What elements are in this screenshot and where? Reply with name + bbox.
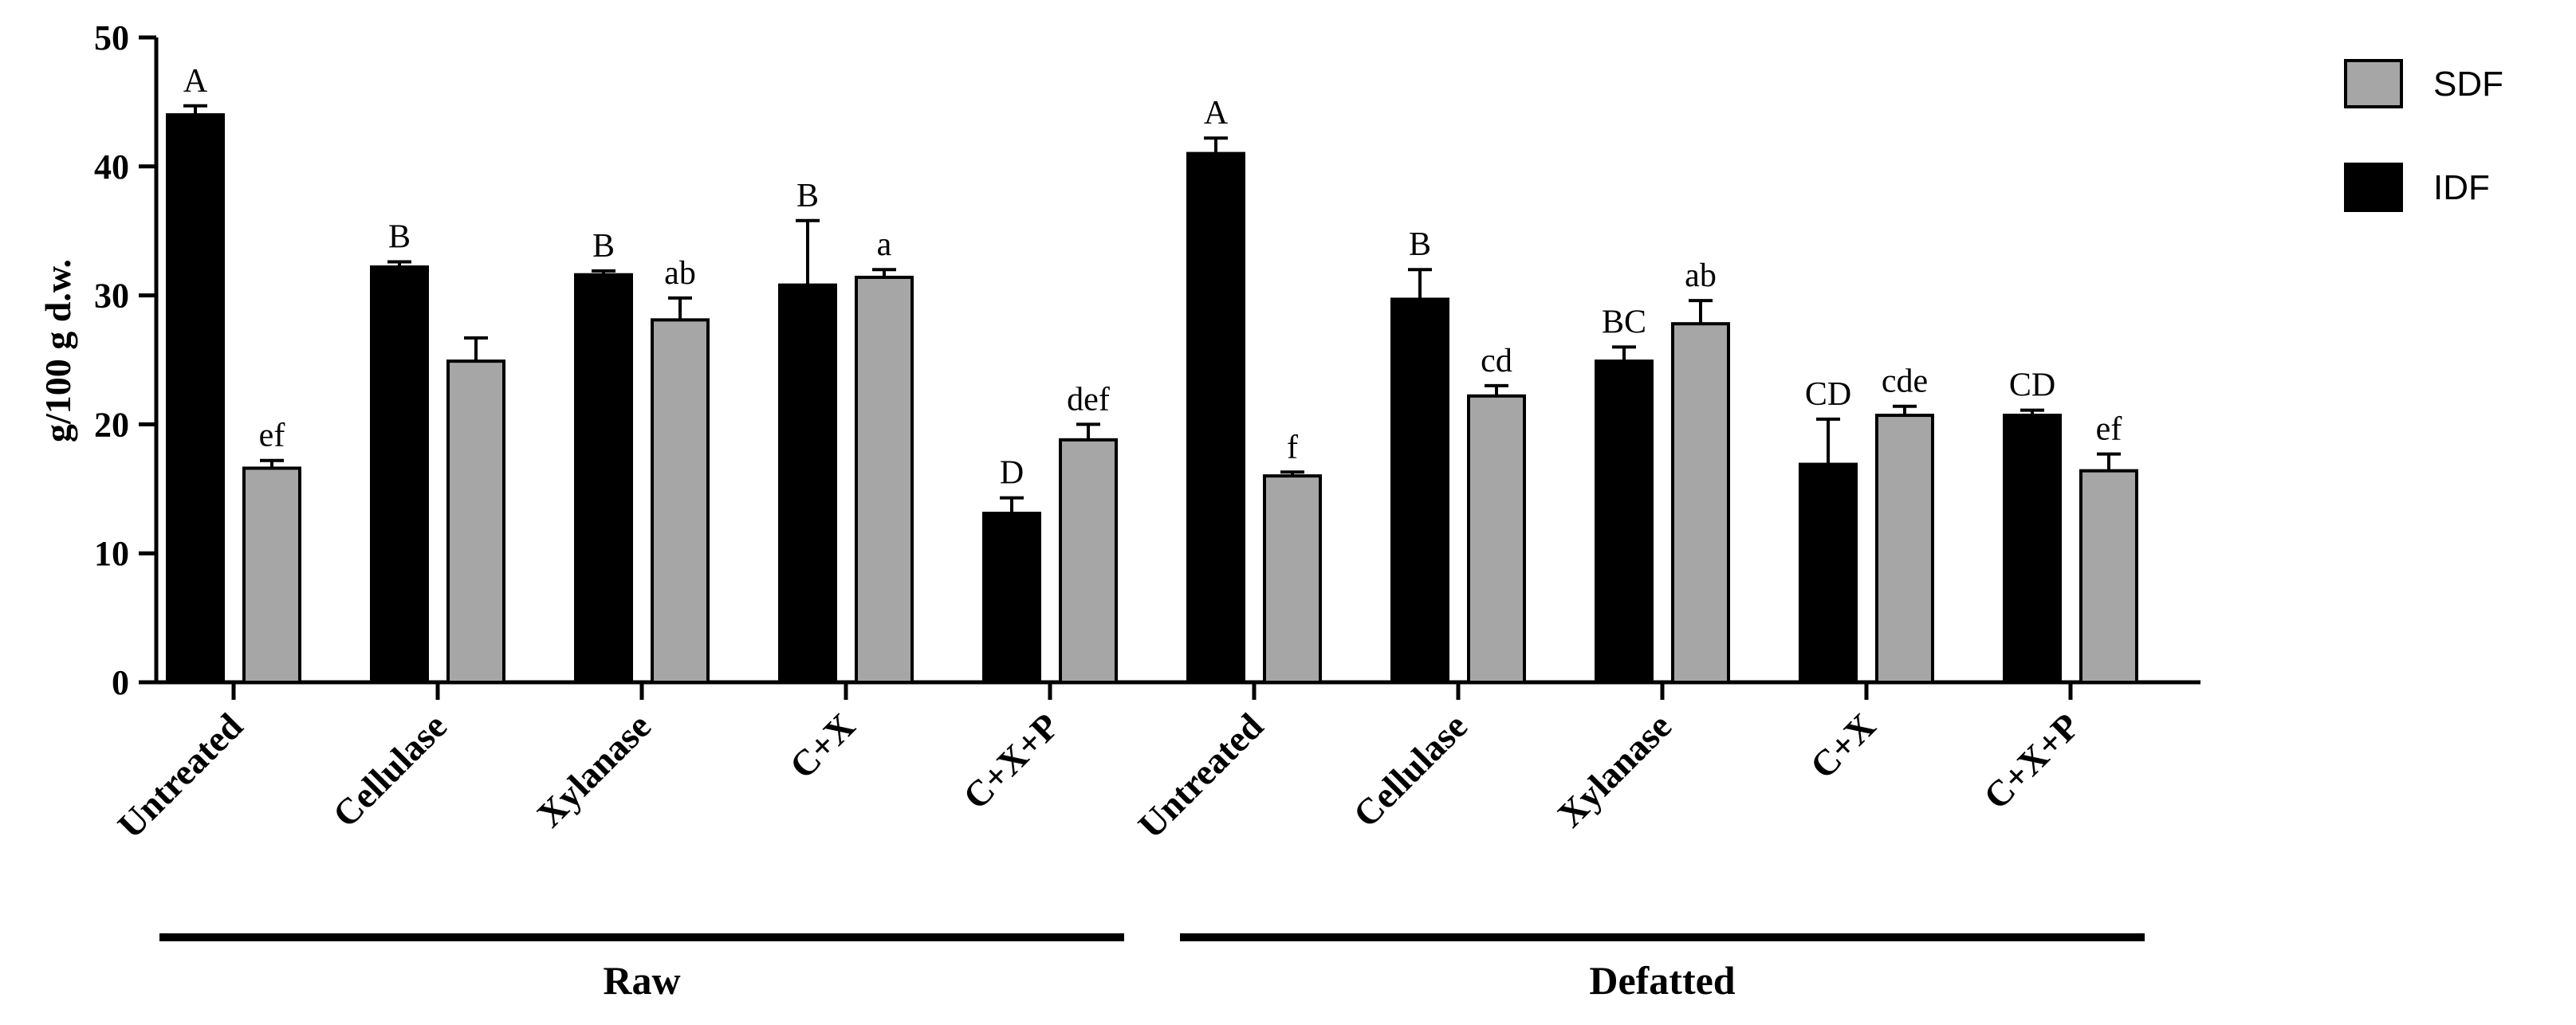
y-tick-label: 0 bbox=[112, 663, 129, 702]
significance-label: cd bbox=[1481, 343, 1512, 379]
bar-idf bbox=[574, 273, 633, 684]
bar-sdf bbox=[1467, 394, 1526, 684]
significance-label: B bbox=[592, 228, 615, 265]
significance-label: B bbox=[1409, 226, 1431, 263]
significance-label: def bbox=[1067, 381, 1110, 418]
bar-sdf bbox=[1671, 322, 1730, 684]
significance-label: CD bbox=[2009, 367, 2055, 404]
bar-sdf bbox=[855, 275, 914, 684]
y-tick-label: 10 bbox=[94, 534, 129, 573]
significance-label: A bbox=[1204, 95, 1229, 132]
y-axis-label: g/100 g d.w. bbox=[37, 259, 78, 442]
legend-label-idf: IDF bbox=[2433, 168, 2490, 207]
plot-area: 0 10 20 30 40 50 Aef Untreated B Cellulase Bab Xyla… bbox=[94, 18, 2200, 1003]
significance-label: A bbox=[183, 63, 208, 100]
significance-label: B bbox=[388, 219, 411, 256]
bar-idf bbox=[370, 265, 429, 684]
x-tick-label: Untreated bbox=[1131, 705, 1272, 846]
x-tick-label: Xylanase bbox=[529, 705, 659, 835]
y-tick-label: 20 bbox=[94, 405, 129, 444]
bar-sdf bbox=[1875, 414, 1934, 684]
significance-label: ab bbox=[664, 255, 696, 292]
significance-label: BC bbox=[1602, 304, 1646, 340]
bar-idf bbox=[1595, 359, 1654, 684]
y-tick-label: 40 bbox=[94, 147, 129, 187]
bar-idf bbox=[166, 113, 225, 684]
significance-label: CD bbox=[1805, 376, 1851, 413]
group-label: Defatted bbox=[1589, 958, 1735, 1003]
x-tick-label: C+X+P bbox=[1976, 705, 2087, 817]
bar-idf bbox=[1186, 151, 1245, 684]
x-tick-label: Xylanase bbox=[1550, 705, 1680, 835]
bar-sdf bbox=[1263, 474, 1322, 684]
x-tick-label: C+X bbox=[1802, 705, 1883, 787]
legend: SDF IDF bbox=[2344, 59, 2503, 212]
bar-sdf bbox=[1059, 438, 1118, 684]
y-tick-label: 50 bbox=[94, 18, 129, 57]
bar-idf bbox=[1390, 297, 1449, 684]
legend-swatch-idf bbox=[2344, 163, 2403, 212]
significance-label: ab bbox=[1685, 257, 1717, 294]
legend-swatch-sdf bbox=[2344, 59, 2403, 108]
bar-sdf bbox=[446, 359, 505, 684]
x-tick-label: Cellulase bbox=[1346, 705, 1476, 835]
bar-idf bbox=[1799, 462, 1858, 684]
significance-label: B bbox=[796, 178, 819, 214]
bar-sdf bbox=[2079, 469, 2138, 684]
bar-idf bbox=[778, 283, 837, 684]
y-tick-label: 30 bbox=[94, 277, 129, 316]
x-tick-label: Cellulase bbox=[325, 705, 455, 835]
bar-idf bbox=[2003, 414, 2062, 684]
significance-label: cde bbox=[1882, 363, 1928, 400]
x-tick-label: C+X+P bbox=[955, 705, 1067, 817]
bar-sdf bbox=[651, 318, 710, 684]
x-tick-label: C+X bbox=[781, 705, 863, 787]
significance-label: ef bbox=[2096, 411, 2122, 448]
significance-label: f bbox=[1287, 429, 1298, 465]
bar-idf bbox=[982, 512, 1041, 684]
significance-label: D bbox=[1000, 455, 1024, 492]
x-tick-label: Untreated bbox=[110, 705, 251, 846]
significance-label: ef bbox=[259, 418, 285, 454]
legend-label-sdf: SDF bbox=[2433, 65, 2503, 104]
bar-sdf bbox=[242, 466, 301, 684]
significance-label: a bbox=[877, 226, 892, 263]
group-label: Raw bbox=[603, 958, 680, 1003]
